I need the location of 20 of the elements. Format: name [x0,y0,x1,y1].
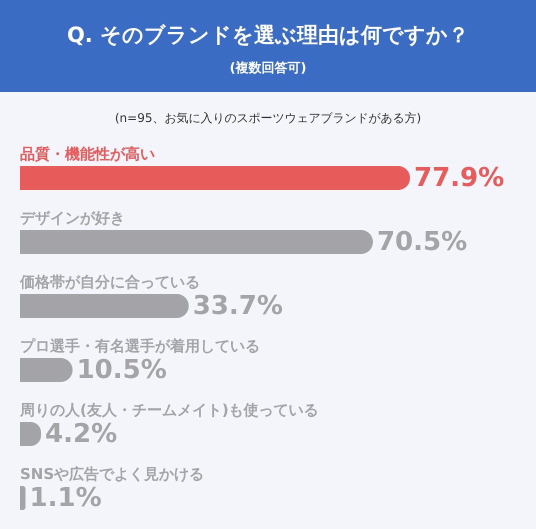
y-tick-label: プロ選手・有名選手が着用している [20,337,260,355]
y-tick-label: 周りの人(友人・チームメイト)も使っている [19,401,319,419]
data-label: 1.1% [30,483,102,513]
y-tick-label: 価格帯が自分に合っている [19,273,200,291]
bar [20,166,410,190]
data-label: 77.9% [414,163,504,193]
data-label: 4.2% [45,419,118,449]
data-label: 33.7% [192,291,283,321]
y-tick-label: デザインが好き [20,209,125,227]
data-label: 70.5% [376,227,468,257]
chart-title: Q. そのブランドを選ぶ理由は何ですか？ [66,23,470,47]
data-label: 10.5% [76,355,167,385]
bar [20,294,189,318]
y-tick-label: SNSや広告でよく見かける [20,465,204,483]
chart-subtitle: (複数回答可) [230,60,306,76]
annotation: (n=95、お気に入りのスポーツウェアブランドがある方) [114,111,422,125]
bar [20,230,373,254]
y-tick-label: 品質・機能性が高い [20,145,155,163]
bar [20,358,73,382]
bar [20,486,26,510]
